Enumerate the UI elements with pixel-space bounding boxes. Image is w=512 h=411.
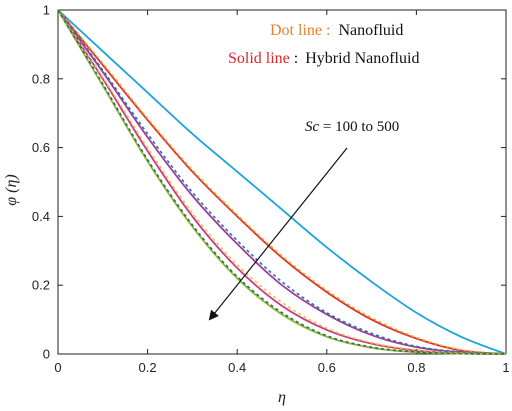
y-tick-label: 0.8 [32,71,50,86]
x-tick-label: 0.4 [228,360,246,375]
series-line-2 [57,9,507,355]
legend-solid-separator: : [294,50,298,67]
legend: Dot line : Nanofluid Solid line : Hybrid… [228,22,419,67]
series-line-9 [57,9,507,355]
x-tick-label: 1 [502,360,509,375]
x-tick-label: 0.6 [318,360,336,375]
series-line-4 [57,9,507,355]
y-tick-label: 1 [43,3,50,18]
legend-dot-separator: : [326,22,330,39]
axis-ticks: 0 0.2 0.4 0.6 0.8 1 0 0.2 0.4 0.6 0.8 1 [32,3,510,376]
series-line-7 [57,9,507,355]
x-tick-label: 0 [54,360,61,375]
y-tick-label: 0 [43,347,50,362]
x-tick-label: 0.8 [407,360,425,375]
x-tick-label: 0.2 [139,360,157,375]
series-line-5 [57,9,507,355]
svg-text:Solid line : Hybri: Solid line : Hybrid Nanofluid [228,50,419,67]
legend-dot-text: Nanofluid [338,22,403,39]
y-tick-label: 0.2 [32,278,50,293]
y-axis-label: φ (η) [3,174,20,205]
trend-arrow [208,147,348,321]
annotation-variable: Sc [305,119,320,135]
series-line-3 [57,9,507,355]
y-tick-label: 0.4 [32,209,50,224]
annotation-range: = 100 to 500 [323,119,399,135]
x-axis-label: η [278,389,286,406]
y-tick-label: 0.6 [32,140,50,155]
plot-frame [57,9,507,355]
series-group [57,9,507,355]
legend-solid-key: Solid line [228,50,290,67]
legend-solid-text: Hybrid Nanofluid [305,50,419,67]
annotation: Sc = 100 to 500 [305,119,399,135]
legend-dot-key: Dot line [270,22,322,39]
svg-text:Dot line : Nanof: Dot line : Nanofluid [270,22,403,39]
series-line-1 [57,9,507,355]
